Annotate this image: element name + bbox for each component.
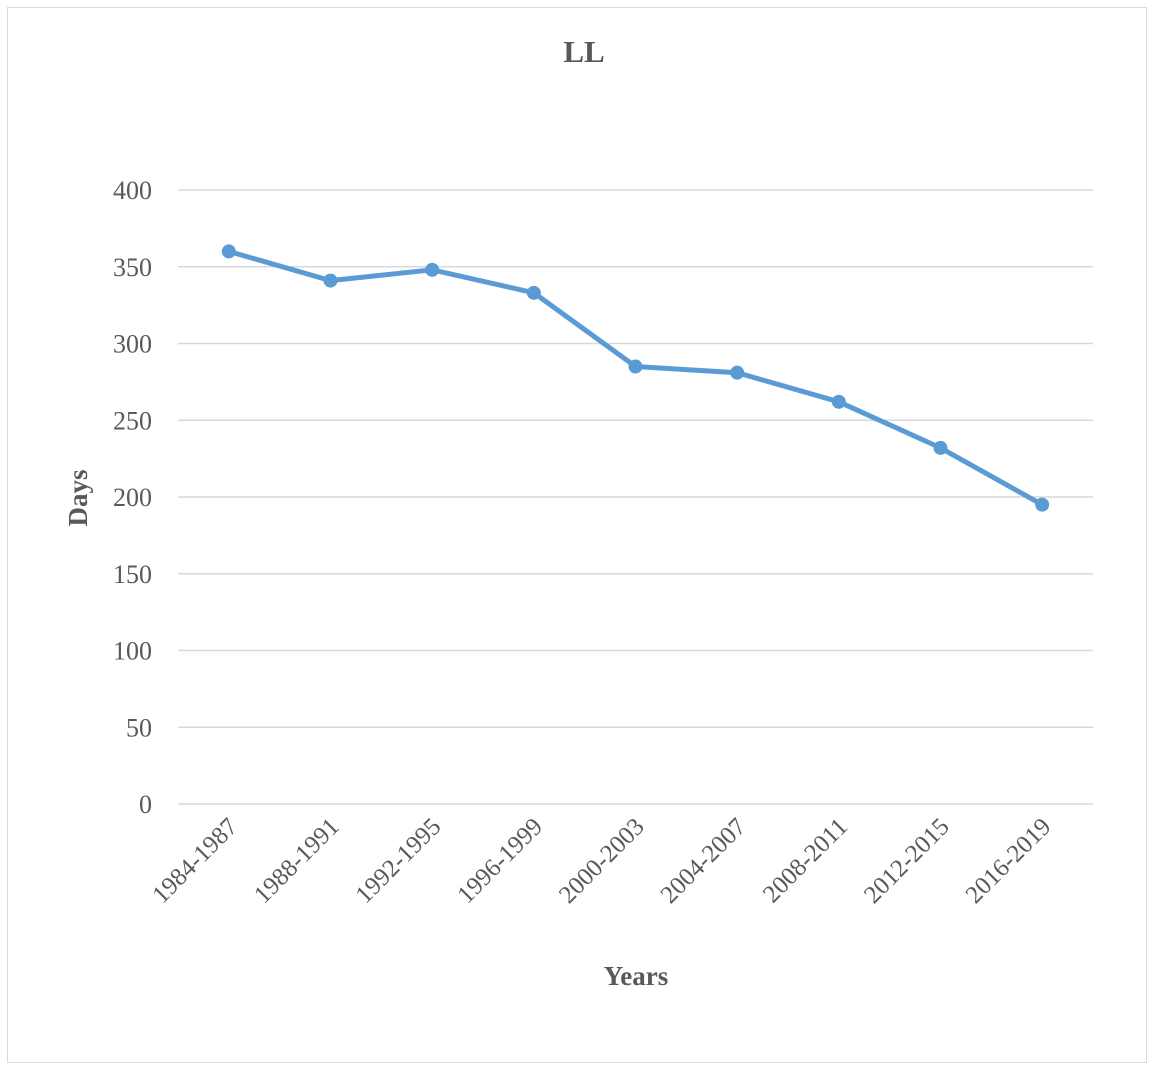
x-tick-label: 2008-2011	[758, 813, 853, 908]
series-line	[226, 248, 1045, 508]
data-point	[831, 394, 846, 409]
series-line-group	[221, 244, 1050, 512]
y-tick-label: 0	[139, 790, 152, 819]
x-tick-label: 1992-1995	[351, 813, 447, 909]
y-tick-label: 350	[113, 253, 152, 282]
x-axis-tick-labels: 1984-1987 1988-1991 1992-1995 1996-1999 2000…	[147, 813, 1056, 909]
y-axis-tick-labels: 0 50 100 150 200 250 300 350 400	[113, 176, 152, 819]
x-axis-title: Years	[604, 961, 668, 991]
x-tick-label: 2016-2019	[961, 813, 1057, 909]
x-tick-label: 1996-1999	[452, 813, 548, 909]
y-axis-title: Days	[63, 469, 93, 526]
data-point	[730, 365, 745, 380]
data-point	[323, 273, 338, 288]
chart-title: LL	[563, 34, 604, 69]
data-point	[1035, 497, 1050, 512]
y-tick-label: 100	[113, 637, 152, 666]
x-tick-label: 1988-1991	[249, 813, 345, 909]
gridlines	[178, 189, 1093, 805]
y-tick-label: 50	[126, 713, 152, 742]
y-tick-label: 200	[113, 483, 152, 512]
x-tick-label: 2012-2015	[859, 813, 955, 909]
y-tick-label: 300	[113, 330, 152, 359]
y-tick-label: 400	[113, 176, 152, 205]
data-point	[933, 440, 948, 455]
x-tick-label: 2000-2003	[554, 813, 650, 909]
chart-area	[7, 7, 1147, 1063]
y-tick-label: 250	[113, 406, 152, 435]
data-point	[221, 244, 236, 259]
data-point	[526, 285, 541, 300]
x-tick-label: 2004-2007	[656, 813, 752, 909]
data-point	[628, 359, 643, 374]
y-tick-label: 150	[113, 560, 152, 589]
data-point	[425, 262, 440, 277]
x-tick-label: 1984-1987	[147, 813, 243, 909]
